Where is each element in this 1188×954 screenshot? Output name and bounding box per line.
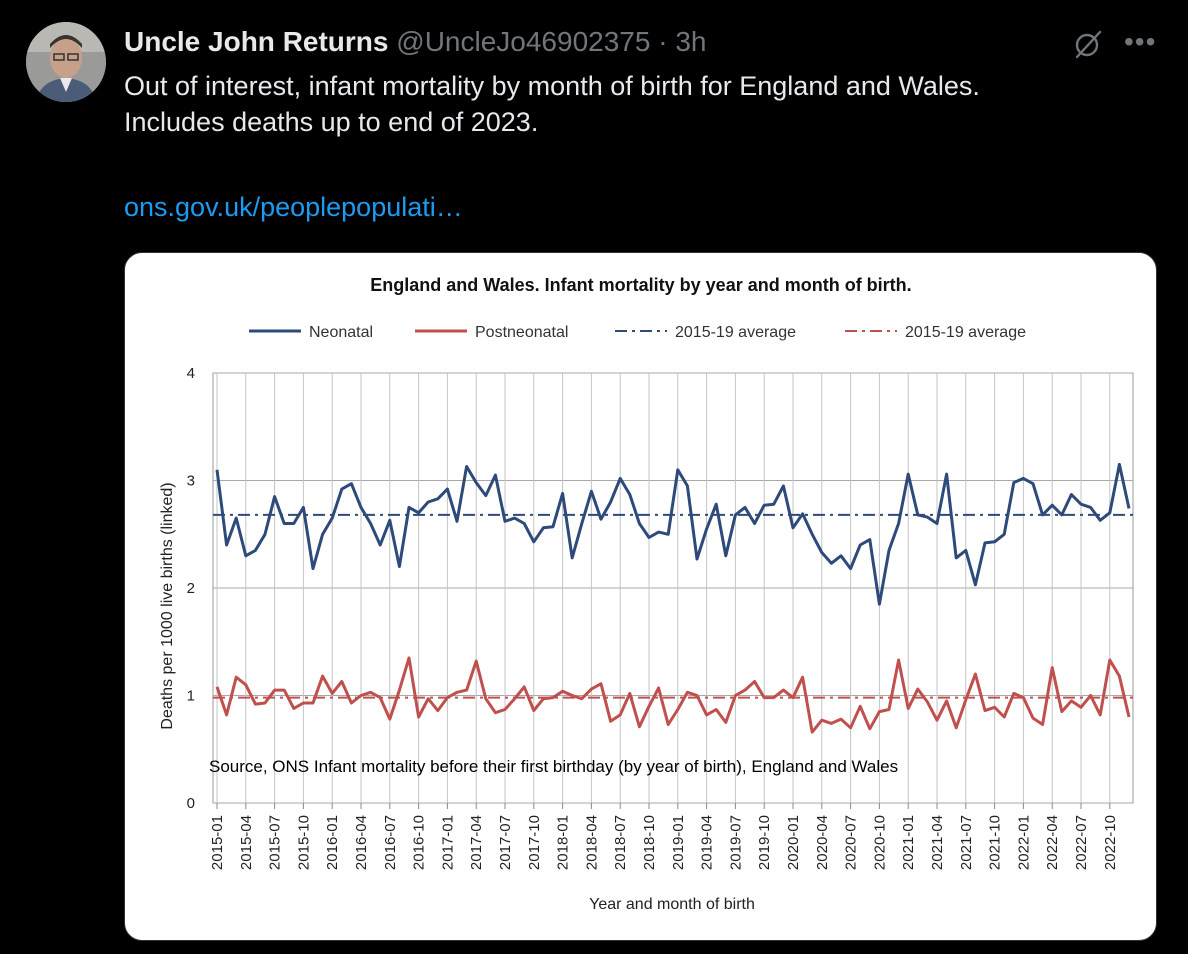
tweet-link[interactable]: ons.gov.uk/peoplepopulati…: [124, 192, 463, 222]
x-tick-label: 2019-01: [670, 815, 687, 870]
x-tick-label: 2017-01: [439, 815, 456, 870]
x-tick-label: 2015-10: [295, 815, 312, 870]
x-tick-label: 2020-01: [785, 815, 802, 870]
x-tick-label: 2021-04: [929, 815, 946, 870]
y-axis-label: Deaths per 1000 live births (linked): [159, 482, 176, 729]
x-tick-label: 2020-10: [871, 815, 888, 870]
x-tick-label: 2018-10: [641, 815, 658, 870]
series-line-neonatal: [215, 462, 1131, 606]
x-tick-label: 2016-10: [411, 815, 428, 870]
x-tick-label: 2017-10: [526, 815, 543, 870]
avatar-photo: [26, 22, 106, 102]
x-tick-label: 2022-01: [1015, 815, 1032, 870]
legend-label: 2015-19 average: [905, 324, 1026, 341]
y-tick-label: 4: [187, 365, 195, 382]
chart-grid: [212, 372, 1134, 804]
x-tick-label: 2018-07: [612, 815, 629, 870]
chart-legend: Neonatal Postneonatal 2015-19 average 2015-…: [249, 324, 1026, 341]
x-tick-label: 2016-01: [324, 815, 341, 870]
x-tick-label: 2020-04: [814, 815, 831, 870]
source-annotation: Source, ONS Infant mortality before thei…: [209, 757, 898, 776]
x-tick-label: 2017-07: [497, 815, 514, 870]
y-tick-label: 0: [187, 795, 195, 812]
x-tick-label: 2020-07: [843, 815, 860, 870]
legend-label: 2015-19 average: [675, 324, 796, 341]
x-tick-label: 2015-07: [267, 815, 284, 870]
tweet-header: Uncle John Returns @UncleJo46902375 · 3h: [124, 26, 706, 58]
x-tick-label: 2022-10: [1102, 815, 1119, 870]
x-tick-label: 2019-10: [756, 815, 773, 870]
chart-title: England and Wales. Infant mortality by y…: [370, 275, 911, 295]
tweet-body: Out of interest, infant mortality by mon…: [124, 68, 1154, 140]
x-tick-label: 2019-04: [699, 815, 716, 870]
y-axis-ticks: 0 1 2 3 4: [187, 365, 195, 812]
separator-dot: ·: [658, 26, 668, 57]
x-tick-label: 2019-07: [727, 815, 744, 870]
x-tick-label: 2015-04: [238, 815, 255, 870]
series-line-postneonatal: [215, 656, 1131, 734]
author-name[interactable]: Uncle John Returns: [124, 26, 389, 57]
y-tick-label: 1: [187, 688, 195, 705]
x-tick-label: 2018-04: [583, 815, 600, 870]
author-avatar[interactable]: [26, 22, 106, 102]
grok-slash-icon[interactable]: [1072, 28, 1104, 60]
more-horizontal-icon[interactable]: •••: [1124, 26, 1157, 57]
tweet-text-line-2: Includes deaths up to end of 2023.: [124, 107, 539, 137]
x-tick-label: 2021-07: [958, 815, 975, 870]
x-tick-label: 2022-04: [1044, 815, 1061, 870]
x-tick-label: 2021-10: [987, 815, 1004, 870]
x-axis-label: Year and month of birth: [589, 896, 755, 913]
chart-series: [213, 462, 1133, 734]
y-tick-label: 2: [187, 580, 195, 597]
x-tick-label: 2022-07: [1073, 815, 1090, 870]
x-tick-label: 2016-07: [382, 815, 399, 870]
chart-image-card[interactable]: England and Wales. Infant mortality by y…: [124, 252, 1157, 941]
legend-label: Postneonatal: [475, 324, 568, 341]
infant-mortality-chart: England and Wales. Infant mortality by y…: [159, 275, 1134, 913]
x-tick-label: 2021-01: [900, 815, 917, 870]
legend-label: Neonatal: [309, 324, 373, 341]
x-axis-ticks: 2015-01 2015-04 2015-07 2015-10 2016-01 2016-…: [209, 803, 1119, 870]
tweet-timestamp[interactable]: 3h: [675, 26, 707, 57]
x-tick-label: 2017-04: [468, 815, 485, 870]
x-tick-label: 2015-01: [209, 815, 226, 870]
x-tick-label: 2016-04: [353, 815, 370, 870]
tweet-text-line-1: Out of interest, infant mortality by mon…: [124, 71, 980, 101]
author-handle[interactable]: @UncleJo46902375: [396, 26, 651, 57]
y-tick-label: 3: [187, 473, 195, 490]
x-tick-label: 2018-01: [555, 815, 572, 870]
